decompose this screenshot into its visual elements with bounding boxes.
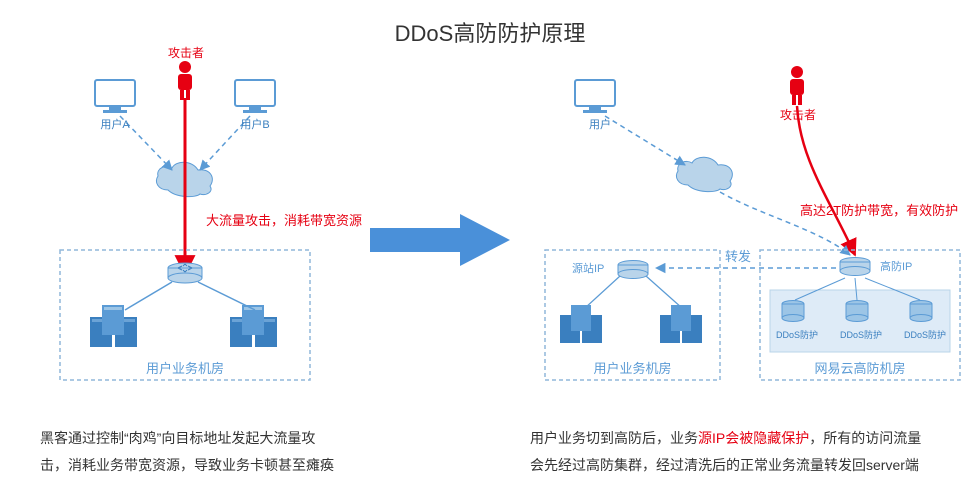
highdef-ip-label: 高防IP (880, 258, 912, 274)
highdef-room-label: 网易云高防机房 (760, 358, 960, 377)
ddos-label-1: DDoS防护 (772, 328, 822, 341)
ddos-label-2: DDoS防护 (836, 328, 886, 341)
right-panel (545, 66, 960, 380)
attacker-right-icon (790, 66, 804, 105)
desc-right-hl: 源IP会被隐藏保护 (698, 430, 809, 446)
ddos-cyl-1 (782, 301, 804, 322)
cloud-right-icon (676, 157, 732, 191)
user-a-label: 用户A (100, 116, 130, 132)
diagram-title: DDoS高防防护原理 (0, 0, 980, 48)
attack-caption: 大流量攻击，消耗带宽资源 (206, 210, 362, 229)
user-b-icon (235, 80, 275, 113)
origin-servers-left (560, 305, 602, 343)
ddos-cyl-2 (846, 301, 868, 322)
switch-left-icon (168, 263, 202, 283)
desc-left-line2: 击，消耗业务带宽资源，导致业务卡顿甚至瘫痪 (40, 457, 334, 473)
center-arrow-icon (370, 214, 510, 266)
ddos-cyl-3 (910, 301, 932, 322)
origin-ip-label: 源站IP (572, 260, 604, 276)
desc-right-post: ，所有的访问流量 (809, 430, 921, 446)
attacker-left-icon (178, 61, 192, 100)
origin-servers-right (660, 305, 702, 343)
server-cluster-left (90, 305, 137, 347)
user-right-label: 用户 (585, 116, 615, 132)
forward-label: 转发 (725, 246, 751, 265)
highdef-switch-icon (840, 258, 870, 276)
ddos-label-3: DDoS防护 (900, 328, 950, 341)
desc-right-pre: 用户业务切到高防后，业务 (530, 430, 698, 446)
diagram-stage: 用户A 用户B 攻击者 大流量攻击，消耗带宽资源 用户业务机房 用户 攻击者 高… (0, 50, 980, 420)
room-right-label: 用户业务机房 (545, 358, 720, 377)
server-cluster-right (230, 305, 277, 347)
desc-right-line2: 会先经过高防集群，经过清洗后的正常业务流量转发回server端 (530, 457, 919, 473)
desc-left-line1: 黑客通过控制“肉鸡”向目标地址发起大流量攻 (40, 430, 315, 446)
attacker-right-label: 攻击者 (780, 106, 816, 123)
user-a-icon (95, 80, 135, 113)
user-right-icon (575, 80, 615, 113)
origin-switch-icon (618, 261, 648, 279)
desc-right: 用户业务切到高防后，业务源IP会被隐藏保护，所有的访问流量 会先经过高防集群，经… (530, 425, 960, 478)
attacker-left-label: 攻击者 (168, 44, 204, 61)
user-b-label: 用户B (240, 116, 270, 132)
protect-caption: 高达2T防护带宽，有效防护 (800, 200, 980, 219)
desc-left: 黑客通过控制“肉鸡”向目标地址发起大流量攻 击，消耗业务带宽资源，导致业务卡顿甚… (40, 425, 420, 478)
room-left-label: 用户业务机房 (60, 358, 310, 377)
